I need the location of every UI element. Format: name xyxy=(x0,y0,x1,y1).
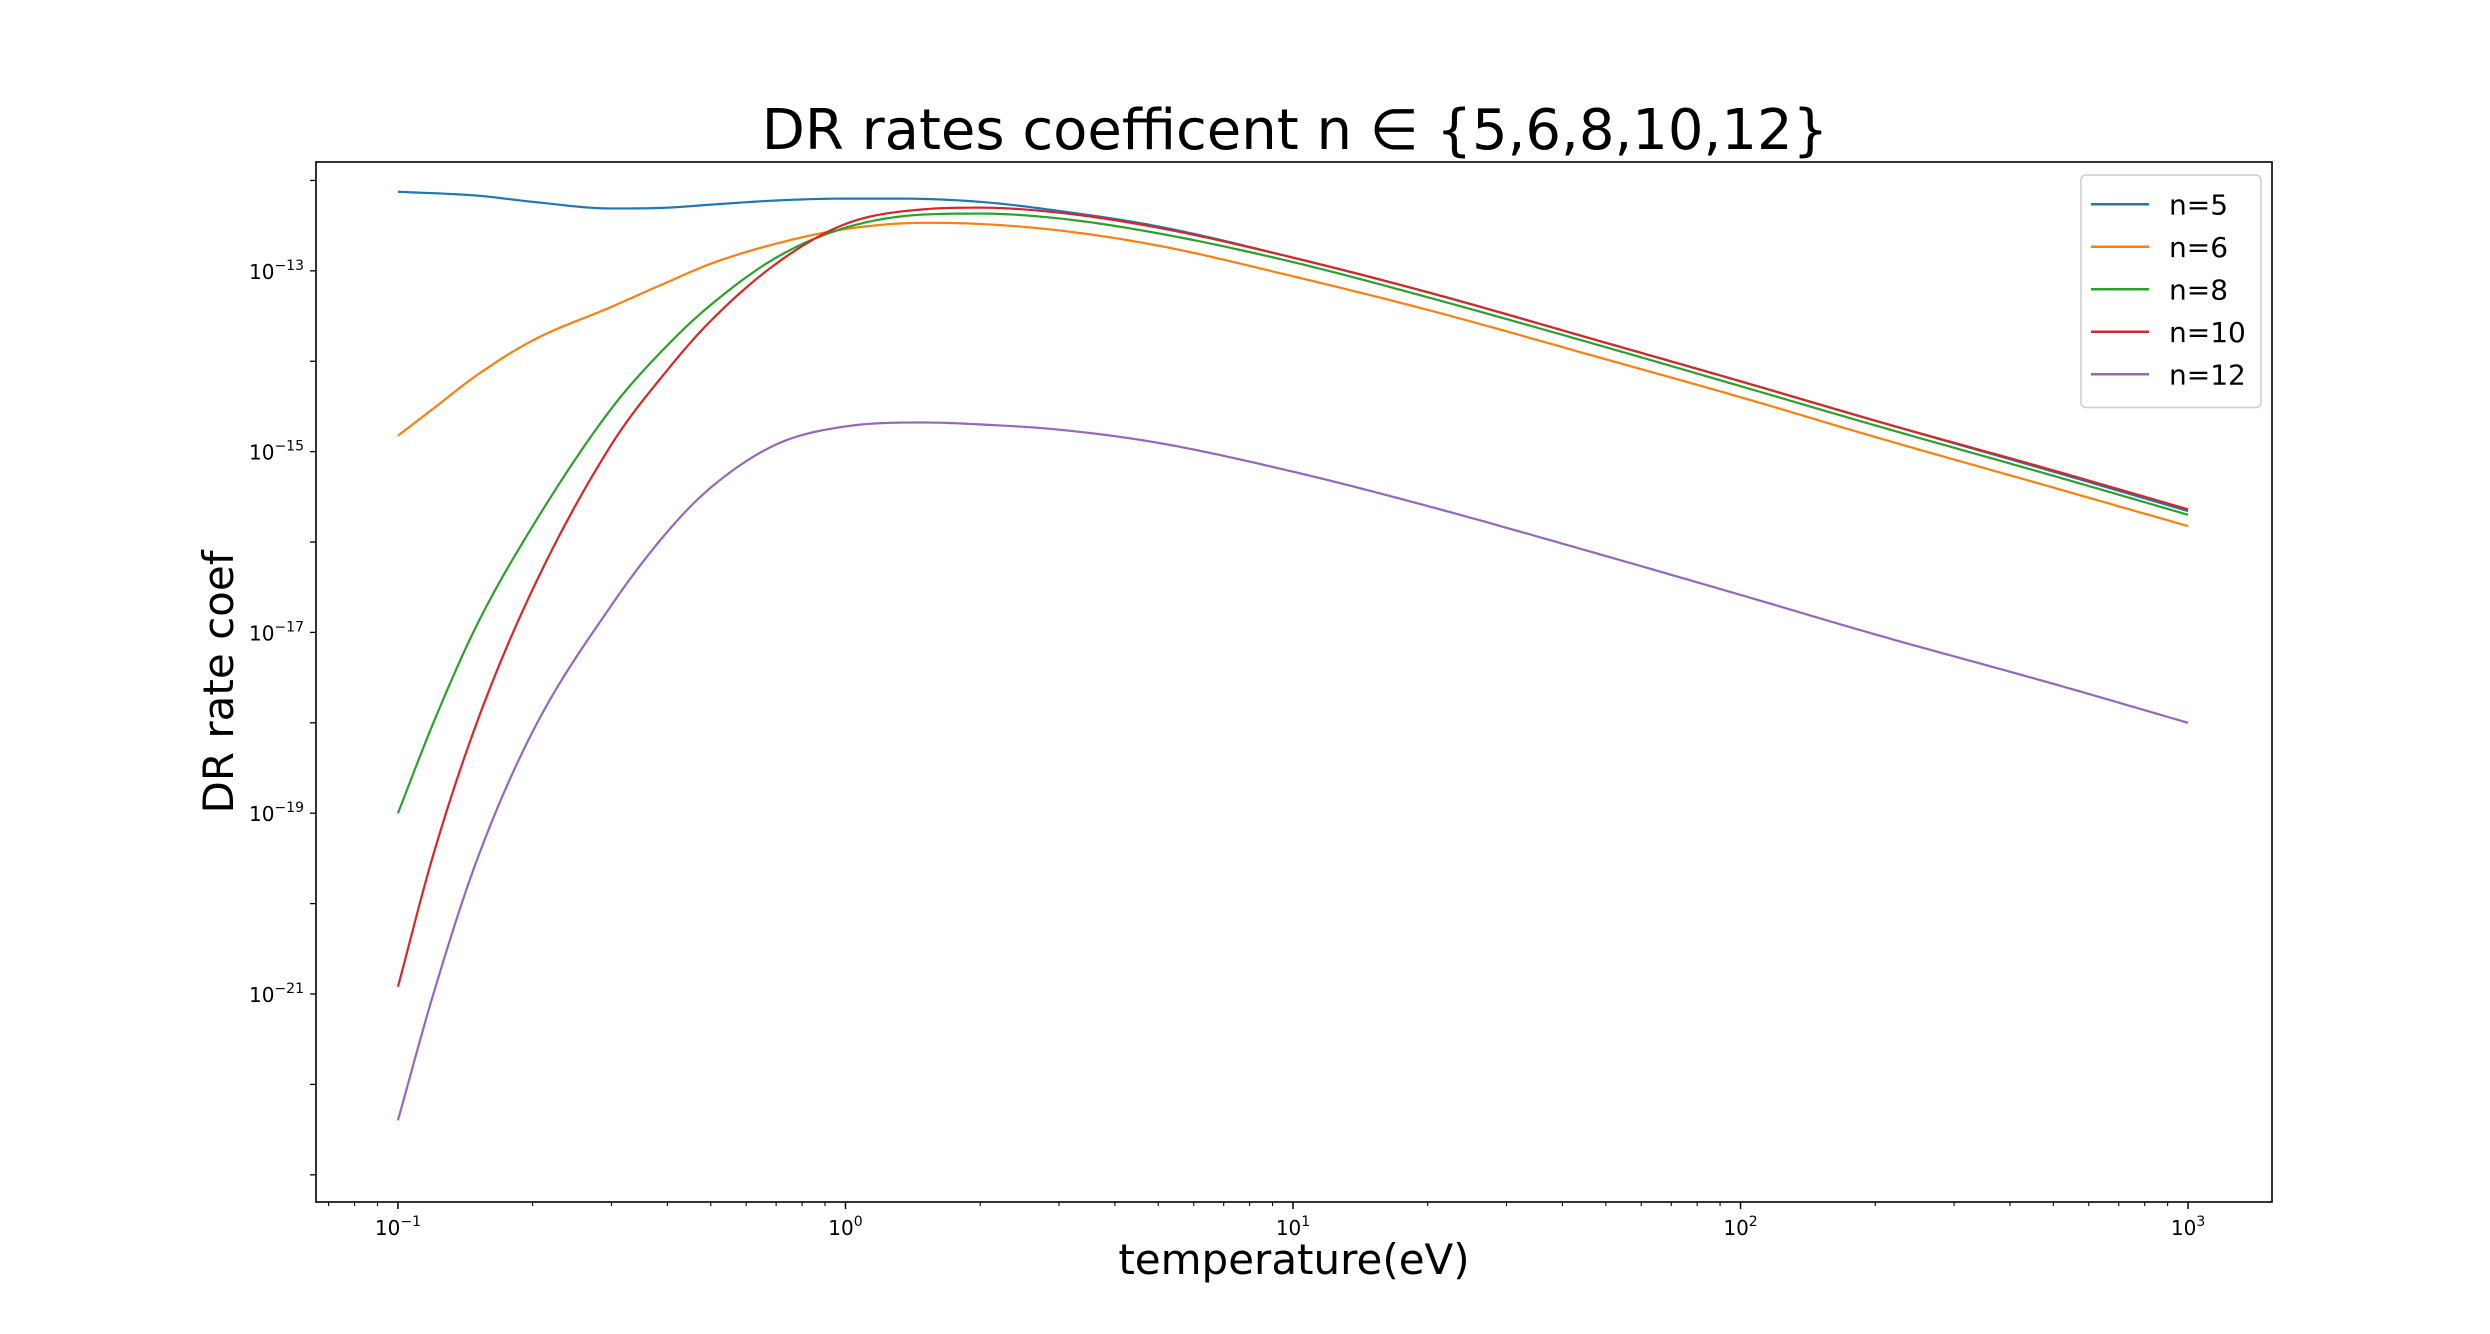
x-tick-label: 102 xyxy=(1723,1214,1757,1240)
legend-label: n=5 xyxy=(2169,188,2228,221)
x-tick-label: 10−1 xyxy=(375,1214,421,1240)
x-tick-label: 100 xyxy=(828,1214,862,1240)
y-tick-label: 10−17 xyxy=(249,619,304,645)
chart-title: DR rates coefficent n ∈ {5,6,8,10,12} xyxy=(762,98,1828,163)
y-tick-label: 10−15 xyxy=(249,439,304,465)
plot-frame xyxy=(315,161,2273,1203)
series-line-n=6 xyxy=(397,221,2189,528)
series-line-n=10 xyxy=(396,206,2189,988)
legend: n=5 n=6 n=8 n=10 n=12 xyxy=(2080,174,2262,409)
plot-area xyxy=(396,190,2189,1121)
y-tick-label: 10−21 xyxy=(249,981,304,1007)
legend-box xyxy=(2080,174,2262,409)
y-tick-label: 10−13 xyxy=(249,258,304,284)
series-line-n=12 xyxy=(396,421,2189,1121)
series-line-n=8 xyxy=(396,212,2189,814)
x-axis: 10−1 100 101 102 103 xyxy=(328,1202,2205,1240)
x-tick-label: 103 xyxy=(2171,1214,2205,1240)
legend-label: n=8 xyxy=(2169,273,2228,306)
legend-label: n=12 xyxy=(2169,358,2246,391)
legend-label: n=10 xyxy=(2169,316,2246,349)
y-tick-label: 10−19 xyxy=(249,800,304,826)
legend-label: n=6 xyxy=(2169,231,2228,264)
x-axis-label: temperature(eV) xyxy=(1118,1235,1469,1284)
y-axis: 10−21 10−19 10−17 10−15 10−13 xyxy=(249,179,316,1176)
y-axis-label: DR rate coef xyxy=(194,549,243,813)
x-tick-label: 101 xyxy=(1276,1214,1310,1240)
